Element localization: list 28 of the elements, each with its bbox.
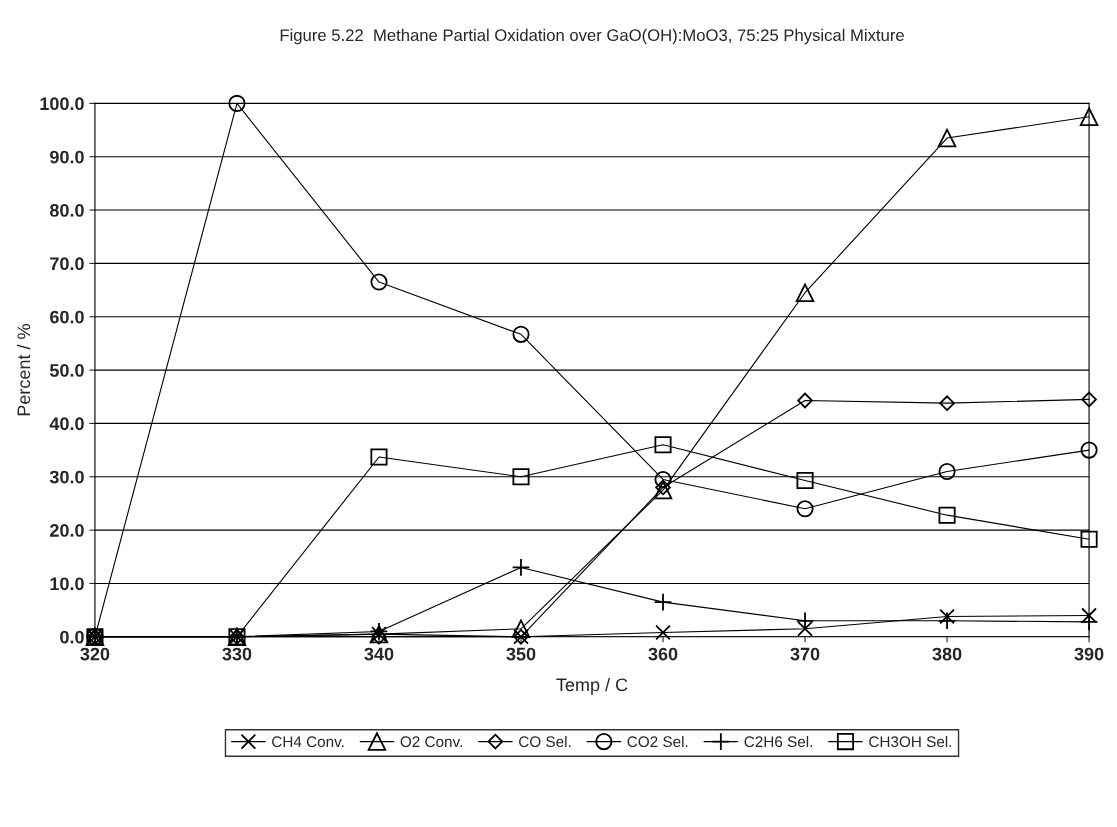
y-tick-label: 10.0 [50, 577, 84, 591]
x-tick-label: 330 [222, 647, 252, 661]
legend-label: CH4 Conv. [272, 736, 344, 748]
x-tick-label: 350 [506, 647, 536, 661]
y-tick-label: 70.0 [50, 257, 84, 271]
x-tick-label: 340 [364, 647, 394, 661]
y-tick-label: 0.0 [60, 630, 84, 644]
x-tick-label: 370 [790, 647, 820, 661]
y-tick-label: 20.0 [50, 524, 84, 537]
y-tick-label: 80.0 [49, 203, 84, 217]
legend-label: C2H6 Sel. [744, 735, 812, 748]
legend-label: CO2 Sel. [627, 735, 688, 748]
legend-label: O2 Conv. [400, 736, 462, 748]
x-tick-label: 320 [80, 647, 110, 661]
y-tick-label: 40.0 [49, 417, 84, 431]
y-tick-label: 60.0 [50, 310, 84, 324]
chart-title: Figure 5.22 Methane Partial Oxidation over GaO(OH):MoO3, 75:25 Physical Mixture [280, 28, 904, 45]
y-axis-title: Percent / % [16, 324, 31, 416]
y-tick-label: 100.0 [40, 97, 84, 111]
x-axis-title: Temp / C [556, 677, 628, 695]
x-tick-label: 390 [1074, 647, 1104, 661]
y-tick-label: 90.0 [50, 150, 84, 164]
y-tick-label: 50.0 [49, 364, 84, 377]
x-tick-label: 380 [932, 647, 962, 661]
legend-label: CH3OH Sel. [869, 735, 952, 748]
legend-label: CO Sel. [519, 735, 571, 748]
x-tick-label: 360 [648, 647, 678, 661]
y-tick-label: 30.0 [49, 470, 84, 484]
